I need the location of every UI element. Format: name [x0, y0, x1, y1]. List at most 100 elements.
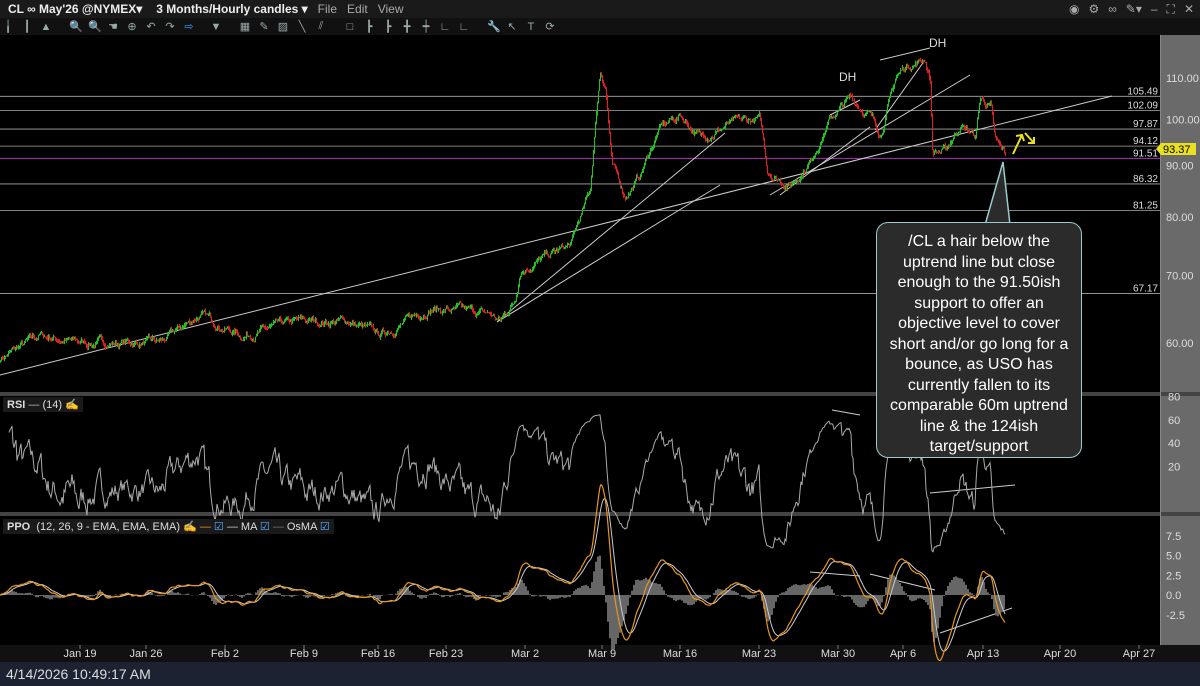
redo-icon[interactable]: ↷ — [165, 21, 175, 33]
time-tick: Apr 6 — [890, 648, 916, 660]
wrench-icon[interactable]: 🔧 — [487, 21, 501, 33]
level-label: 91.51 — [1133, 148, 1158, 159]
time-tick: Jan 26 — [129, 648, 162, 660]
dh-label: DH — [929, 36, 946, 50]
time-axis-bg — [0, 645, 1200, 662]
area-icon[interactable]: ▲ — [40, 20, 52, 33]
price-tick: 90.00 — [1166, 161, 1194, 173]
menu-edit[interactable]: Edit — [347, 2, 368, 16]
menu-file[interactable]: File — [317, 2, 338, 16]
measure2-icon[interactable]: ┣ — [384, 21, 392, 33]
level-label: 97.87 — [1133, 119, 1158, 130]
level-label: 102.09 — [1127, 101, 1158, 112]
ppo-line — [0, 483, 1006, 662]
pin-icon[interactable]: ✎▾ — [1125, 2, 1142, 16]
rsi-trendline[interactable] — [929, 484, 1016, 494]
price-tick: 80.00 — [1166, 212, 1194, 224]
dh-label: DH — [839, 70, 856, 84]
level-label: 94.12 — [1133, 136, 1158, 147]
zoom-out-icon[interactable]: 🔍 — [88, 21, 102, 33]
refresh-icon[interactable]: ⟳ — [545, 21, 555, 33]
price-tick: 60.00 — [1166, 338, 1194, 350]
time-tick: Feb 2 — [211, 648, 239, 660]
price-tick: 110.00 — [1166, 73, 1199, 85]
channel-icon[interactable]: ▨ — [277, 21, 289, 33]
osma-label: OsMA — [286, 521, 317, 533]
ppo-tick: -2.5 — [1166, 610, 1185, 622]
edit-icon[interactable]: ✍ — [65, 399, 79, 411]
arrow-down-icon — [1024, 132, 1035, 144]
measure3-icon[interactable]: ╋ — [403, 21, 411, 33]
ppo-divergence-line[interactable] — [869, 573, 936, 591]
time-tick: Mar 30 — [821, 648, 855, 660]
angle-icon[interactable]: ∟ — [439, 20, 451, 33]
gear-icon[interactable]: ⚙ — [1088, 2, 1100, 16]
rsi-divergence-line[interactable] — [831, 409, 861, 416]
price-axis-bg — [1160, 35, 1200, 645]
ppo-tick: 2.5 — [1166, 570, 1181, 582]
time-tick: Feb 9 — [290, 648, 318, 660]
rectangle-icon[interactable]: □ — [346, 20, 354, 33]
price-tick: 70.00 — [1166, 271, 1194, 283]
panel-divider[interactable] — [0, 392, 1200, 396]
brush-icon[interactable]: ✎ — [259, 21, 269, 33]
trendline-icon[interactable]: ╲ — [298, 21, 306, 33]
trendline[interactable] — [874, 59, 926, 131]
menu-view[interactable]: View — [377, 2, 404, 16]
rsi-tick: 80 — [1168, 391, 1180, 403]
ppo-divergence-line[interactable] — [809, 571, 861, 577]
time-tick: Jan 19 — [63, 648, 96, 660]
drawing-toolbar: ╽ ┃ ▲ 🔍 🔍 ☚ ⊕ ↶ ↷ ⇨ ▼ ▦ ✎ ▨ ╲ ⫽ □ ┣ ┣ ╋ ┿ ∟ ∟ 🔧 ↖ T ⟳ — [0, 18, 1200, 35]
dropdown-icon[interactable]: ▼ — [210, 20, 222, 33]
rsi-tick: 60 — [1168, 415, 1180, 427]
long-uptrend-line[interactable] — [0, 95, 1113, 376]
cursor-icon[interactable]: ↖ — [507, 21, 517, 33]
symbol-selector[interactable]: CL ∞ May'26 @NYMEX▾ — [8, 2, 143, 16]
timeframe-selector[interactable]: 3 Months/Hourly candles ▾ — [156, 2, 308, 16]
minimize-icon[interactable]: – — [1150, 2, 1158, 16]
close-icon[interactable]: ✕ — [1183, 2, 1194, 16]
ppo-label: PPO — [7, 521, 31, 533]
ppo-legend: PPO (12, 26, 9 - EMA, EMA, EMA) ✍ — ☑ — … — [3, 519, 334, 534]
crosshair-icon[interactable]: ⊕ — [127, 21, 137, 33]
ppo-params: (12, 26, 9 - EMA, EMA, EMA) — [36, 521, 181, 533]
text-icon[interactable]: T — [527, 20, 535, 33]
zoom-in-icon[interactable]: 🔍 — [69, 21, 83, 33]
maximize-icon[interactable]: ⛶ — [1166, 2, 1175, 16]
time-tick: Apr 27 — [1123, 648, 1155, 660]
chart-type-icon[interactable]: ╽ — [4, 21, 12, 33]
candles-icon[interactable]: ┃ — [23, 21, 31, 33]
trendline[interactable] — [496, 132, 726, 323]
rsi-params: (14) — [42, 399, 63, 411]
rsi-line — [8, 414, 1006, 553]
link-icon[interactable]: ∞ — [1108, 2, 1117, 16]
time-tick: Mar 2 — [511, 648, 539, 660]
dh-line[interactable] — [879, 47, 931, 61]
callout-pointer — [984, 161, 1011, 226]
checkbox[interactable]: ☑ — [259, 521, 270, 533]
svg-text:93.37: 93.37 — [1163, 144, 1191, 156]
price-tick: 100.00 — [1166, 115, 1200, 127]
title-bar: CL ∞ May'26 @NYMEX▾ 3 Months/Hourly cand… — [0, 0, 1200, 18]
pointer-icon[interactable]: ☚ — [108, 21, 118, 33]
angle2-icon[interactable]: ∟ — [458, 20, 470, 33]
checkbox[interactable]: ☑ — [319, 521, 330, 533]
fib-icon[interactable]: ▦ — [239, 21, 251, 33]
ppo-tick: 7.5 — [1166, 531, 1181, 543]
time-tick: Mar 23 — [742, 648, 776, 660]
edit-icon[interactable]: ✍ — [183, 521, 197, 533]
rsi-tick: 40 — [1168, 438, 1180, 450]
camera-icon[interactable]: ◉ — [1068, 2, 1080, 16]
measure-icon[interactable]: ┣ — [365, 21, 373, 33]
arrow-right-icon[interactable]: ⇨ — [184, 21, 194, 33]
parallel-lines-icon[interactable]: ⫽ — [318, 20, 324, 32]
checkbox[interactable]: ☑ — [213, 521, 224, 533]
undo-icon[interactable]: ↶ — [146, 21, 156, 33]
trendline[interactable] — [496, 184, 721, 323]
measure4-icon[interactable]: ┿ — [422, 21, 430, 33]
callout-annotation: /CL a hair below the uptrend line but cl… — [876, 222, 1082, 458]
yellow-arrows — [1012, 132, 1035, 155]
time-tick: Apr 20 — [1044, 648, 1076, 660]
arrow-up-icon — [1012, 133, 1025, 155]
